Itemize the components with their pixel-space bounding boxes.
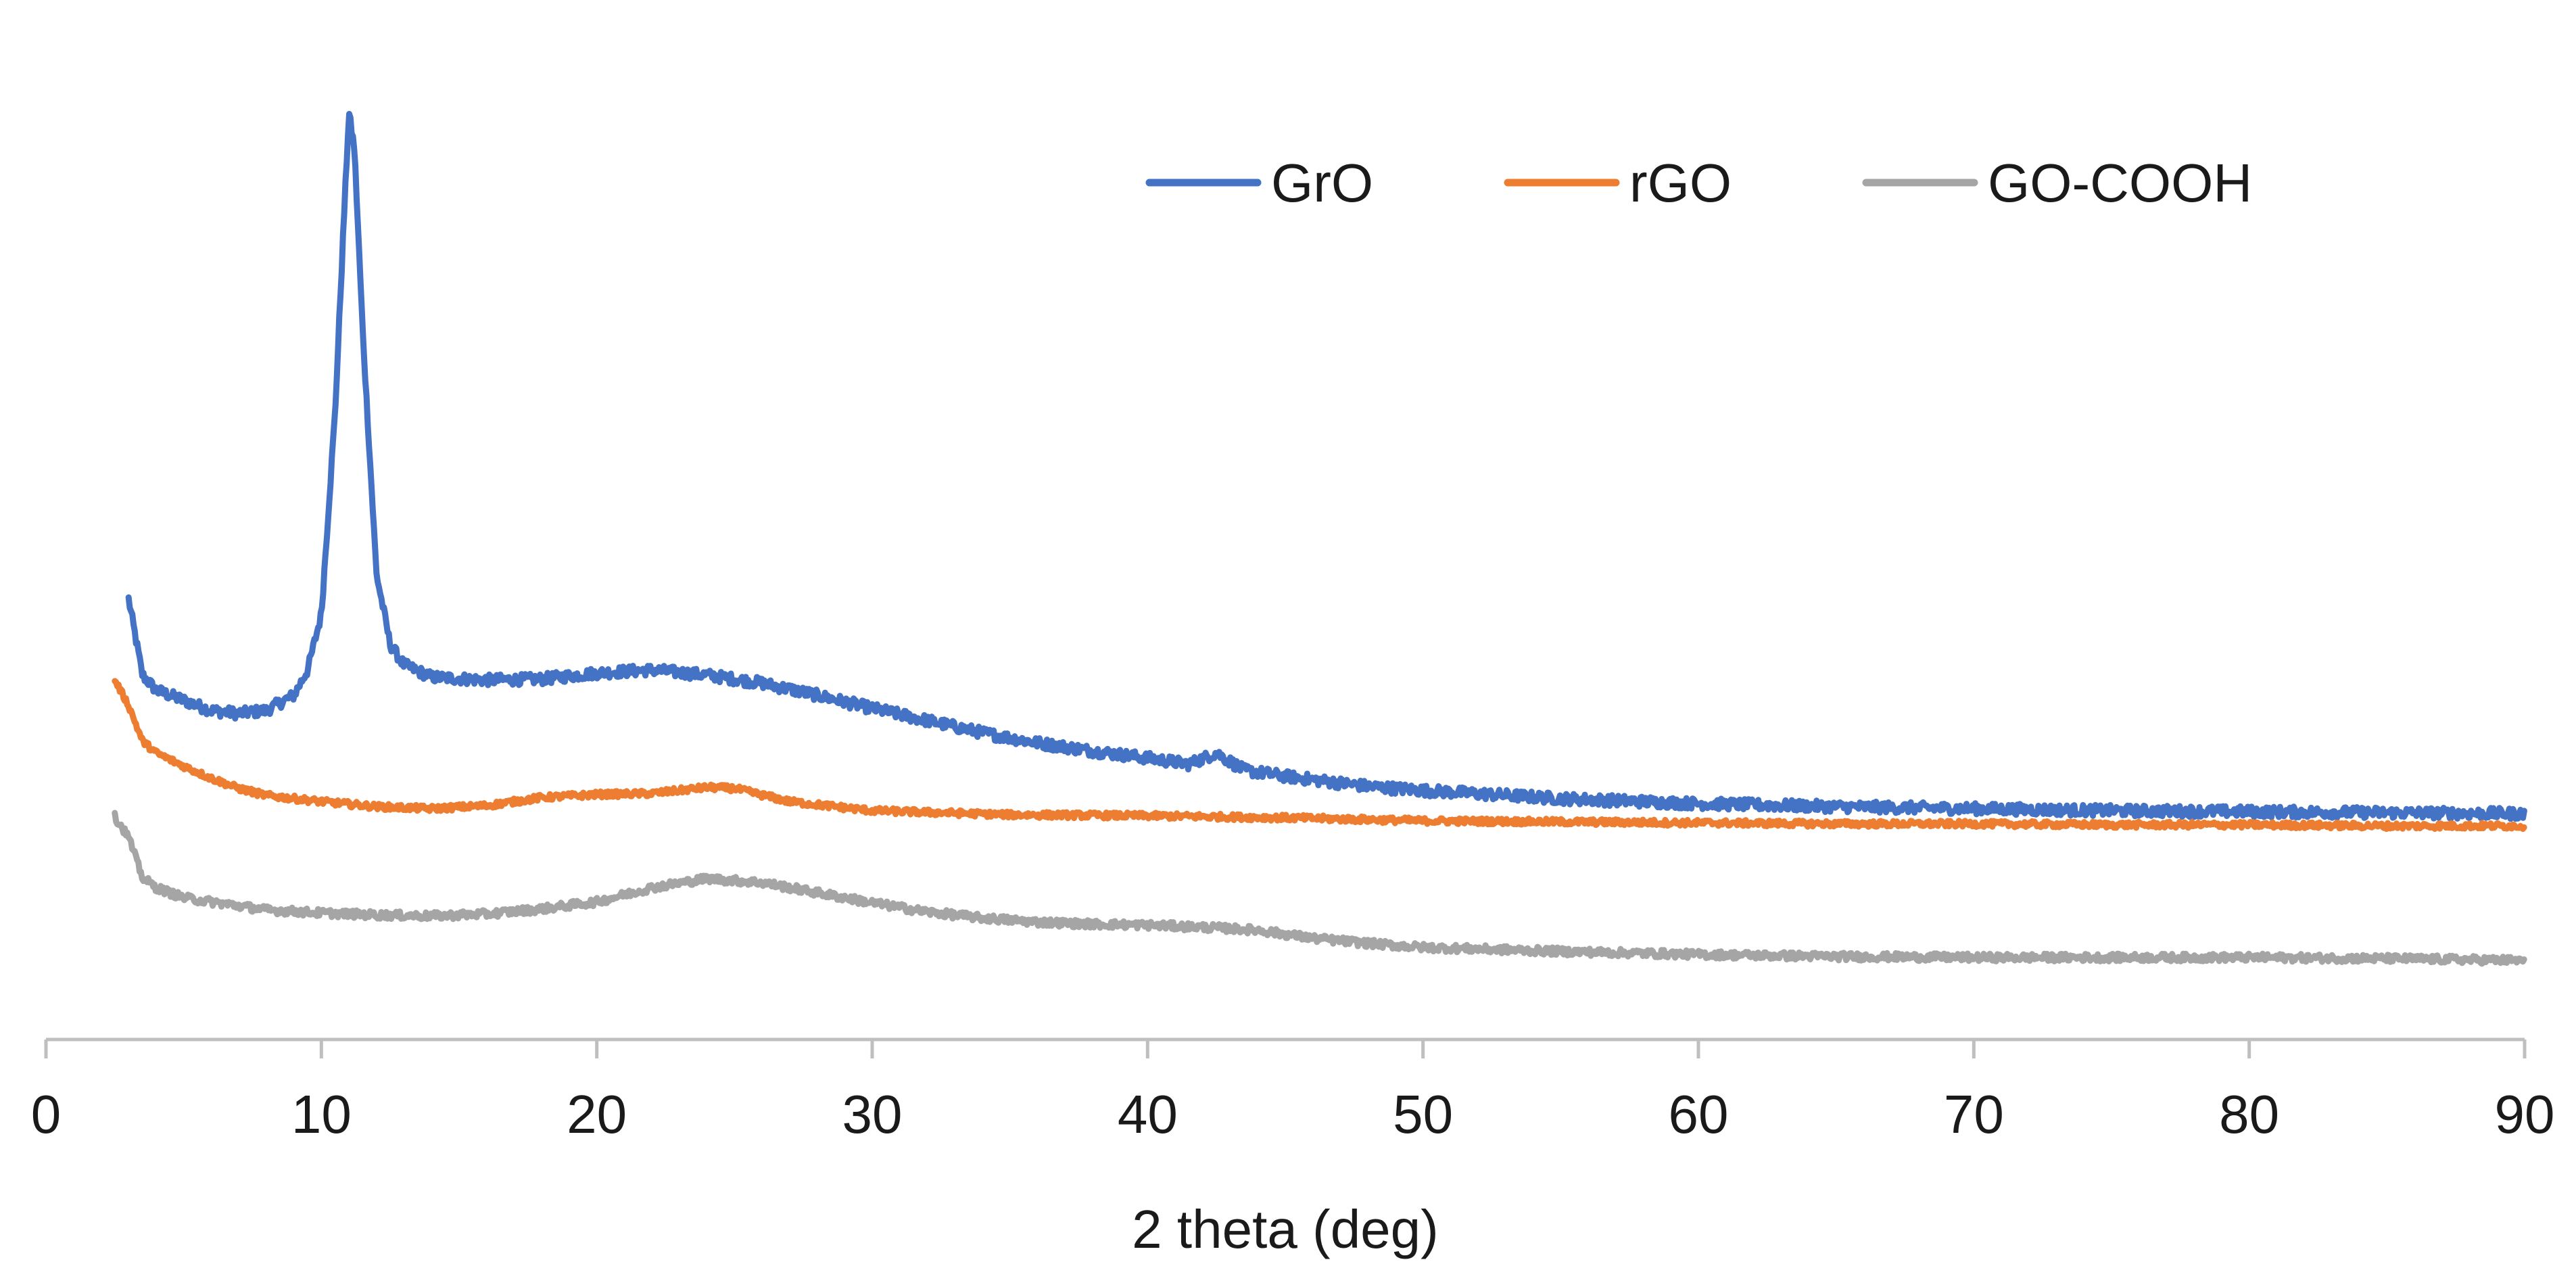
x-tick-label: 0 xyxy=(31,1084,62,1144)
series-line-gro xyxy=(125,111,2527,822)
series-layer xyxy=(112,111,2527,967)
legend: GrO rGO GO-COOH xyxy=(1145,153,2252,213)
legend-label-go-cooh: GO-COOH xyxy=(1988,153,2252,213)
series-line-rgo xyxy=(112,678,2527,833)
x-tick-label: 40 xyxy=(1118,1084,1178,1144)
legend-label-gro: GrO xyxy=(1271,153,1373,213)
series-line-go-cooh xyxy=(112,810,2527,967)
x-tick-label: 30 xyxy=(842,1084,903,1144)
x-axis-title: 2 theta (deg) xyxy=(1132,1199,1439,1259)
x-tick-label: 60 xyxy=(1669,1084,1729,1144)
legend-label-rgo: rGO xyxy=(1629,153,1732,213)
x-tick-label: 20 xyxy=(567,1084,627,1144)
x-tick-label: 80 xyxy=(2219,1084,2279,1144)
x-tick-label: 50 xyxy=(1393,1084,1453,1144)
x-tick-label: 70 xyxy=(1944,1084,2004,1144)
x-axis-ticks: 0 10 20 30 40 50 60 70 80 90 xyxy=(31,1039,2555,1144)
x-tick-label: 10 xyxy=(291,1084,352,1144)
x-tick-label: 90 xyxy=(2495,1084,2555,1144)
